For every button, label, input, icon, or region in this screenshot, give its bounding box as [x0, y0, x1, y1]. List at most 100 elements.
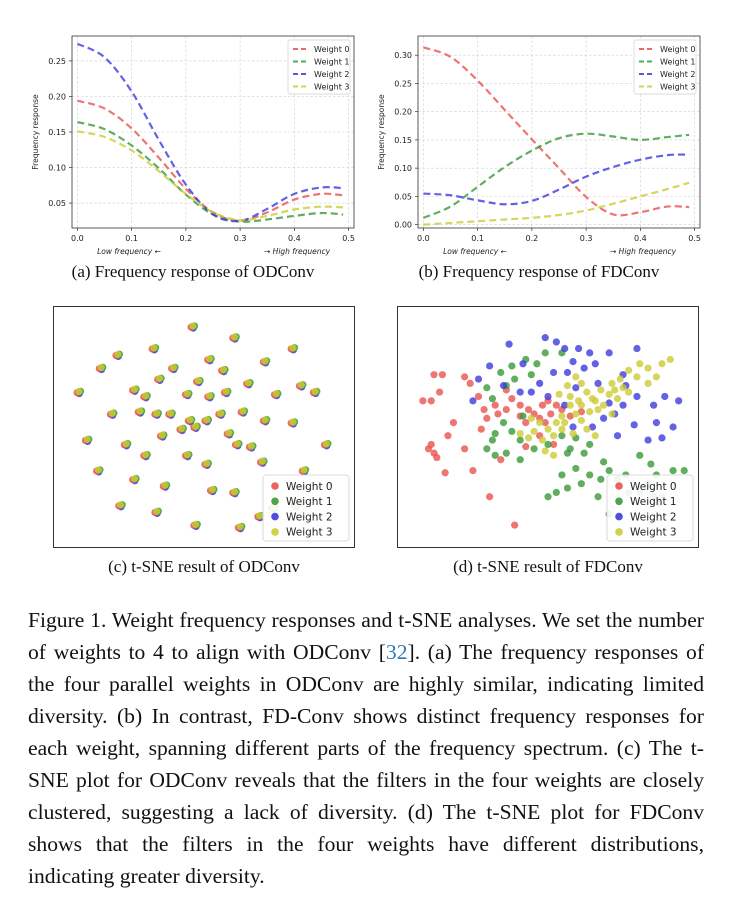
- scatter-point-3: [658, 360, 666, 368]
- scatter-point-1: [491, 451, 499, 459]
- scatter-point-3: [222, 387, 230, 396]
- scatter-point-2: [580, 364, 588, 372]
- scatter-point-3: [217, 409, 225, 417]
- scatter-point-3: [183, 451, 191, 459]
- scatter-point-0: [477, 425, 485, 433]
- legend-marker-1: [615, 497, 623, 506]
- legend-marker-3: [271, 528, 279, 536]
- y-tick-label: 0.10: [394, 164, 412, 173]
- legend-box: [606, 474, 694, 542]
- plot-frame: [417, 35, 701, 229]
- scatter-point-1: [516, 456, 524, 464]
- scatter-point-0: [483, 414, 491, 422]
- scatter-point-2: [569, 358, 577, 366]
- legend-marker-3: [615, 528, 623, 536]
- scatter-point-2: [650, 401, 658, 409]
- scatter-point-3: [536, 419, 544, 427]
- scatter-point-3: [611, 386, 619, 394]
- y-tick-label: 0.10: [48, 164, 66, 173]
- scatter-point-3: [153, 507, 161, 516]
- scatter-point-3: [594, 405, 602, 414]
- scatter-point-0: [461, 373, 469, 381]
- scatter-point-0: [577, 408, 585, 416]
- scatter-point-2: [644, 436, 652, 444]
- x-tick-label: 0.0: [71, 234, 84, 243]
- x-tick-label: 0.1: [125, 234, 138, 243]
- y-tick-label: 0.30: [394, 51, 412, 60]
- scatter-point-1: [558, 471, 566, 479]
- scatter-point-2: [675, 397, 683, 405]
- scatter-point-3: [130, 475, 139, 483]
- citation-link[interactable]: 32: [385, 640, 408, 664]
- series-line-3: [77, 130, 344, 222]
- y-tick-label: 0.20: [48, 92, 66, 101]
- scatter-point-3: [167, 409, 175, 417]
- scatter-point-3: [153, 409, 161, 417]
- scatter-point-1: [483, 445, 491, 453]
- plot-frame: [71, 35, 355, 229]
- scatter-point-1: [669, 467, 677, 475]
- scatter-point-3: [261, 416, 269, 424]
- scatter-point-2: [613, 432, 622, 440]
- scatter-point-3: [644, 364, 652, 372]
- scatter-point-0: [424, 445, 433, 453]
- legend-label-2: Weight 2: [286, 511, 333, 523]
- legend-label-3: Weight 3: [286, 527, 333, 539]
- legend-marker-2: [615, 512, 623, 521]
- legend-box: [633, 39, 697, 95]
- scatter-point-0: [480, 405, 488, 414]
- scatter-point-2: [474, 375, 483, 383]
- scatter-point-3: [208, 486, 216, 494]
- scatter-point-1: [572, 464, 580, 473]
- panel-b: 0.0 0.1 0.2 0.3 0.4 0.5 0.00 0.05 0.10 0.15 0.20 0.…: [372, 28, 706, 256]
- scatter-point-1: [647, 460, 655, 468]
- scatter-point-1: [586, 440, 594, 449]
- scatter-point-3: [142, 451, 150, 459]
- figure-caption-lead: Figure 1. Weight frequency responses and…: [28, 608, 704, 664]
- scatter-point-3: [122, 440, 130, 448]
- scatter-point-1: [488, 395, 496, 403]
- scatter-point-3: [230, 488, 239, 496]
- scatter-point-2: [619, 401, 627, 409]
- scatter-point-3: [205, 355, 214, 363]
- scatter-point-0: [435, 388, 444, 396]
- scatter-point-3: [549, 451, 558, 459]
- scatter-point-3: [261, 357, 269, 365]
- scatter-point-3: [619, 384, 627, 392]
- scatter-point-3: [538, 436, 547, 444]
- scatter-point-2: [499, 381, 508, 390]
- legend-marker-2: [271, 512, 279, 521]
- legend-label-3: Weight 3: [660, 83, 696, 92]
- scatter-point-2: [574, 344, 583, 353]
- scatter-point-3: [247, 442, 255, 450]
- scatter-point-3: [527, 414, 535, 422]
- scatter-point-1: [541, 349, 549, 357]
- scatter-point-3: [591, 432, 599, 440]
- scatter-point-2: [658, 434, 666, 442]
- x-tick-label: 0.1: [471, 234, 484, 243]
- legend-marker-0: [615, 482, 623, 490]
- scatter-point-1: [600, 458, 608, 466]
- scatter-point-3: [233, 440, 241, 448]
- scatter-point-0: [508, 395, 516, 403]
- scatter-point-3: [183, 390, 191, 398]
- scatter-point-3: [178, 424, 186, 433]
- scatter-point-0: [511, 521, 519, 529]
- scatter-point-0: [419, 397, 427, 405]
- scatter-point-1: [544, 493, 552, 501]
- panel-d-caption: (d) t-SNE result of FDConv: [453, 557, 643, 576]
- y-tick-label: 0.05: [394, 192, 412, 201]
- scatter-point-0: [433, 453, 441, 462]
- x-tick-label: 0.0: [417, 234, 430, 243]
- scatter-point-3: [83, 435, 91, 444]
- scatter-point-3: [577, 401, 585, 409]
- scatter-point-2: [586, 349, 594, 357]
- series-line-2: [76, 42, 344, 223]
- scatter-point-3: [97, 363, 105, 372]
- panel-b-caption: (b) Frequency response of FDConv: [418, 262, 660, 281]
- y-tick-label: 0.15: [394, 136, 412, 145]
- scatter-point-3: [561, 419, 569, 427]
- scatter-point-3: [569, 429, 577, 438]
- scatter-point-2: [561, 401, 569, 409]
- scatter-point-3: [591, 397, 599, 405]
